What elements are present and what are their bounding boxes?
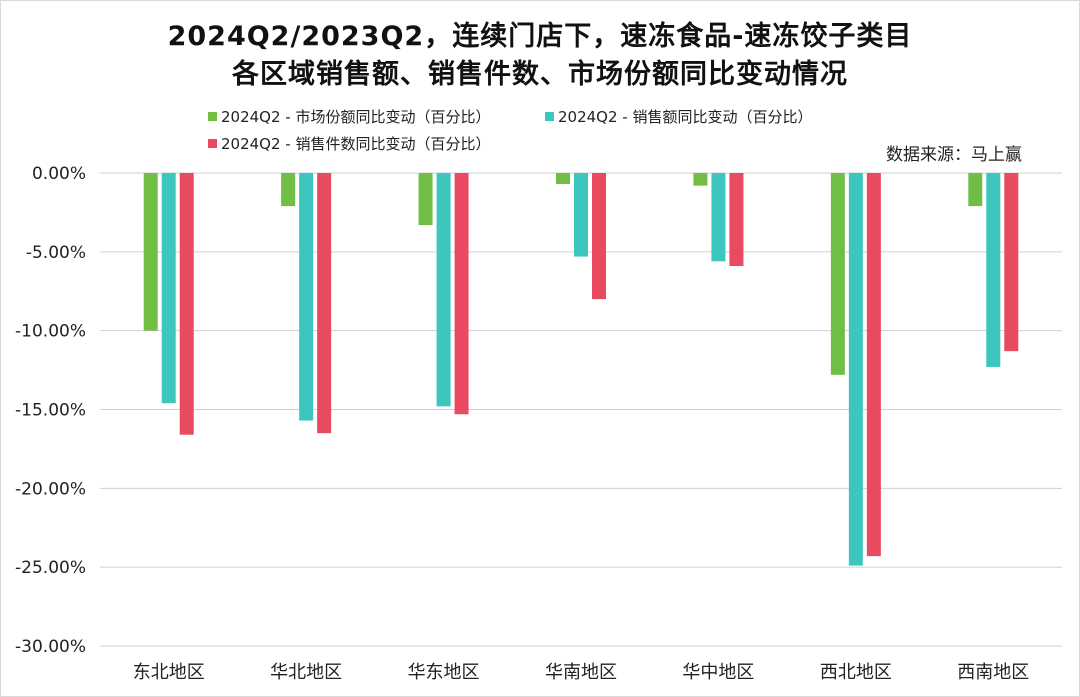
- x-category-label: 西南地区: [957, 662, 1029, 683]
- y-tick-label: -20.00%: [15, 479, 86, 499]
- bar-series3-0: [179, 173, 194, 435]
- bar-series1-1: [281, 173, 296, 207]
- x-category-label: 西北地区: [820, 662, 892, 683]
- bar-series3-4: [729, 173, 744, 267]
- legend-item-market-share: 2024Q2 - 市场份额同比变动（百分比）: [208, 106, 490, 127]
- legend-swatch-market-share: [208, 112, 217, 121]
- y-tick-label: -25.00%: [15, 558, 86, 578]
- x-category-label: 华北地区: [270, 662, 342, 683]
- bar-series3-2: [454, 173, 469, 415]
- bar-series2-6: [986, 173, 1001, 367]
- y-tick-label: -15.00%: [15, 401, 86, 421]
- legend-item-sales-units: 2024Q2 - 销售件数同比变动（百分比）: [208, 133, 490, 154]
- legend-item-sales-amount: 2024Q2 - 销售额同比变动（百分比）: [545, 106, 812, 127]
- legend-swatch-sales-amount: [545, 112, 554, 121]
- x-category-label: 华东地区: [408, 662, 480, 683]
- y-tick-label: -30.00%: [15, 637, 86, 657]
- bar-series2-5: [848, 173, 863, 566]
- chart-title-line1: 2024Q2/2023Q2，连续门店下，速冻食品-速冻饺子类目: [167, 21, 913, 52]
- bar-series1-2: [418, 173, 433, 226]
- bar-series3-1: [317, 173, 332, 434]
- x-category-label: 华南地区: [545, 662, 617, 683]
- legend-label-sales-amount: 2024Q2 - 销售额同比变动（百分比）: [558, 108, 813, 126]
- bar-series2-4: [711, 173, 726, 262]
- y-tick-label: -5.00%: [26, 243, 86, 263]
- legend-label-market-share: 2024Q2 - 市场份额同比变动（百分比）: [221, 108, 491, 126]
- bar-series1-4: [693, 173, 708, 186]
- legend-label-sales-units: 2024Q2 - 销售件数同比变动（百分比）: [221, 135, 491, 153]
- y-tick-label: 0.00%: [32, 164, 86, 184]
- x-category-label: 东北地区: [133, 662, 205, 683]
- x-category-label: 华中地区: [682, 662, 754, 683]
- bar-series2-0: [161, 173, 176, 404]
- bar-series3-3: [592, 173, 606, 300]
- bar-series1-0: [143, 173, 158, 331]
- bar-series1-5: [830, 173, 845, 375]
- data-source-note: 数据来源：马上赢: [886, 145, 1022, 165]
- legend-swatch-sales-units: [208, 139, 217, 148]
- bar-series2-3: [574, 173, 588, 257]
- chart-title-line2: 各区域销售额、销售件数、市场份额同比变动情况: [232, 59, 848, 90]
- bar-series1-6: [968, 173, 983, 207]
- bar-series3-5: [866, 173, 881, 557]
- bar-series2-1: [299, 173, 314, 421]
- bar-series3-6: [1004, 173, 1019, 352]
- bar-series1-3: [556, 173, 570, 185]
- y-tick-label: -10.00%: [15, 322, 86, 342]
- bar-series2-2: [436, 173, 451, 407]
